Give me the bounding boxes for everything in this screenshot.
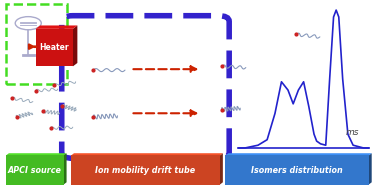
Polygon shape xyxy=(64,153,67,184)
Polygon shape xyxy=(71,153,223,156)
Polygon shape xyxy=(36,26,77,29)
FancyBboxPatch shape xyxy=(225,156,369,184)
Polygon shape xyxy=(73,26,77,66)
Text: Isomers distribution: Isomers distribution xyxy=(251,166,343,174)
Polygon shape xyxy=(220,153,223,184)
FancyBboxPatch shape xyxy=(6,156,64,184)
Polygon shape xyxy=(225,153,372,156)
Text: APCI source: APCI source xyxy=(8,166,62,174)
FancyBboxPatch shape xyxy=(71,156,220,184)
FancyBboxPatch shape xyxy=(36,29,73,66)
Text: ms: ms xyxy=(345,128,359,136)
Polygon shape xyxy=(6,153,67,156)
Text: Heater: Heater xyxy=(39,43,69,52)
Polygon shape xyxy=(369,153,372,184)
Text: Ion mobility drift tube: Ion mobility drift tube xyxy=(95,166,195,174)
